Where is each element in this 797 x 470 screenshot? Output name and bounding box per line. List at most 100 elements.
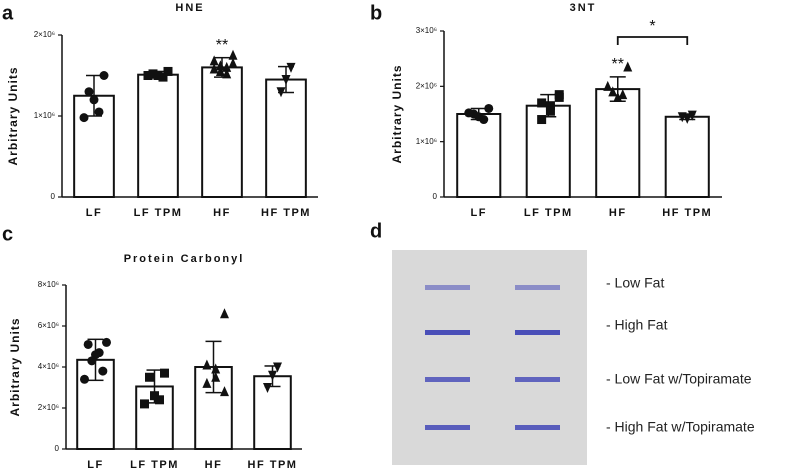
- data-point: [160, 368, 169, 378]
- x-tick-label: HF TPM: [662, 207, 712, 219]
- bar: [456, 113, 502, 198]
- data-point: [537, 115, 547, 125]
- y-tick-label: 3×10⁶: [416, 26, 437, 35]
- data-point: [677, 112, 687, 123]
- data-point: [687, 110, 697, 121]
- chart-title: Protein Carbonyl: [124, 253, 245, 265]
- data-point: [99, 71, 109, 80]
- data-point: [608, 86, 618, 97]
- blot-panel: d - Low Fat - High Fat - Low Fat w/Topir…: [370, 220, 755, 465]
- data-point: [464, 108, 474, 118]
- data-point: [682, 113, 692, 124]
- data-point: [484, 103, 494, 113]
- data-point: [545, 101, 555, 111]
- data-point: [554, 92, 564, 102]
- data-point: [158, 72, 168, 82]
- chart: b 3NT Arbitrary Units 0 1×10⁶ 2×10⁶ 3×10⁶ LF LF …: [370, 2, 722, 219]
- significance-label: *: [649, 18, 655, 35]
- chart: a HNE Arbitrary Units 0 1×10⁶ 2×10⁶ LF LF TPM HF…: [2, 2, 318, 219]
- y-tick-label: 1×10⁶: [34, 111, 55, 120]
- data-point: [228, 57, 238, 68]
- significance-label: **: [216, 37, 228, 54]
- data-point: [220, 386, 229, 397]
- data-point: [155, 395, 164, 405]
- data-point: [211, 371, 221, 382]
- chart-title: HNE: [175, 2, 204, 14]
- data-point: [263, 383, 272, 393]
- error-bar: [205, 340, 222, 394]
- data-point: [148, 69, 158, 79]
- data-point: [537, 98, 547, 108]
- x-tick-label: LF: [471, 207, 487, 219]
- data-point: [145, 372, 154, 382]
- y-axis-label: Arbitrary Units: [6, 66, 20, 165]
- x-tick-label: HF TPM: [261, 207, 311, 219]
- chart-title: 3NT: [570, 2, 597, 14]
- blot-bands: [425, 285, 560, 430]
- significance-bracket: [616, 36, 689, 45]
- data-point: [276, 87, 286, 98]
- data-point: [268, 370, 277, 381]
- data-point: [618, 89, 628, 100]
- data-point: [80, 374, 89, 384]
- y-tick-label: 2×10⁶: [416, 81, 437, 90]
- data-point: [87, 356, 97, 366]
- x-tick-label: HF: [205, 459, 223, 470]
- blot-label: - High Fat w/Topiramate: [606, 419, 755, 435]
- y-axis-label: Arbitrary Units: [390, 64, 404, 163]
- data-point: [222, 68, 232, 79]
- data-point: [603, 80, 613, 91]
- y-tick-label: 0: [433, 192, 438, 201]
- y-tick-label: 8×10⁶: [38, 280, 59, 289]
- y-axis-label: Arbitrary Units: [8, 317, 22, 416]
- x-tick-label: HF TPM: [248, 459, 298, 470]
- data-point: [79, 113, 89, 123]
- data-point: [202, 359, 212, 370]
- data-point: [211, 363, 221, 374]
- data-point: [150, 391, 159, 401]
- x-tick-label: HF: [609, 207, 627, 219]
- panel-letter: a: [2, 2, 14, 24]
- panel-letter: c: [2, 223, 13, 245]
- data-point: [94, 107, 104, 117]
- data-point: [84, 87, 94, 97]
- data-point: [209, 63, 219, 74]
- bar: [265, 78, 307, 198]
- data-point: [202, 377, 212, 388]
- bar: [525, 104, 571, 198]
- panel-letter: b: [370, 2, 382, 24]
- y-tick-label: 6×10⁶: [38, 321, 59, 330]
- data-point: [153, 71, 163, 80]
- significance-label: **: [612, 56, 624, 73]
- x-tick-label: LF: [87, 459, 103, 470]
- y-tick-label: 0: [55, 444, 60, 453]
- data-point: [102, 337, 111, 347]
- x-tick-label: HF: [213, 207, 231, 219]
- x-tick-label: LF TPM: [134, 207, 183, 219]
- y-tick-label: 4×10⁶: [38, 362, 59, 371]
- blot-label: - Low Fat w/Topiramate: [606, 371, 752, 387]
- bar: [137, 73, 179, 198]
- data-point: [163, 66, 173, 76]
- bar: [253, 375, 292, 451]
- data-point: [220, 308, 229, 319]
- data-point: [286, 62, 296, 73]
- data-point: [545, 106, 555, 116]
- data-point: [215, 60, 225, 71]
- bar: [201, 66, 243, 199]
- data-point: [613, 91, 623, 102]
- data-point: [273, 362, 282, 373]
- x-tick-label: LF: [86, 207, 102, 219]
- data-point: [479, 115, 489, 125]
- x-tick-label: LF TPM: [130, 459, 179, 470]
- blot-label: - Low Fat: [606, 275, 664, 291]
- blot-label: - High Fat: [606, 317, 668, 333]
- y-tick-label: 2×10⁶: [38, 403, 59, 412]
- data-point: [83, 339, 93, 349]
- data-point: [623, 61, 633, 72]
- data-point: [228, 49, 238, 60]
- data-point: [140, 399, 149, 409]
- data-point: [98, 366, 108, 376]
